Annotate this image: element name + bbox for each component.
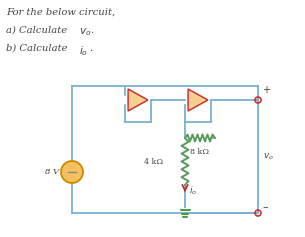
- Text: +: +: [262, 85, 270, 95]
- Polygon shape: [188, 89, 208, 111]
- Text: b) Calculate: b) Calculate: [6, 44, 71, 53]
- Text: 8 kΩ: 8 kΩ: [191, 148, 210, 156]
- Text: .: .: [89, 44, 92, 53]
- Text: a) Calculate: a) Calculate: [6, 26, 70, 35]
- Text: 4 kΩ: 4 kΩ: [144, 158, 163, 165]
- Text: $v_o$: $v_o$: [263, 151, 274, 162]
- Circle shape: [61, 161, 83, 183]
- Text: For the below circuit,: For the below circuit,: [6, 8, 115, 17]
- Text: $v_o$: $v_o$: [79, 26, 92, 38]
- Text: $i_o$: $i_o$: [189, 185, 197, 197]
- Text: $i_o$: $i_o$: [79, 44, 88, 58]
- Text: 8 V: 8 V: [45, 168, 59, 176]
- Text: .: .: [90, 26, 93, 35]
- Polygon shape: [128, 89, 148, 111]
- Text: –: –: [262, 202, 267, 212]
